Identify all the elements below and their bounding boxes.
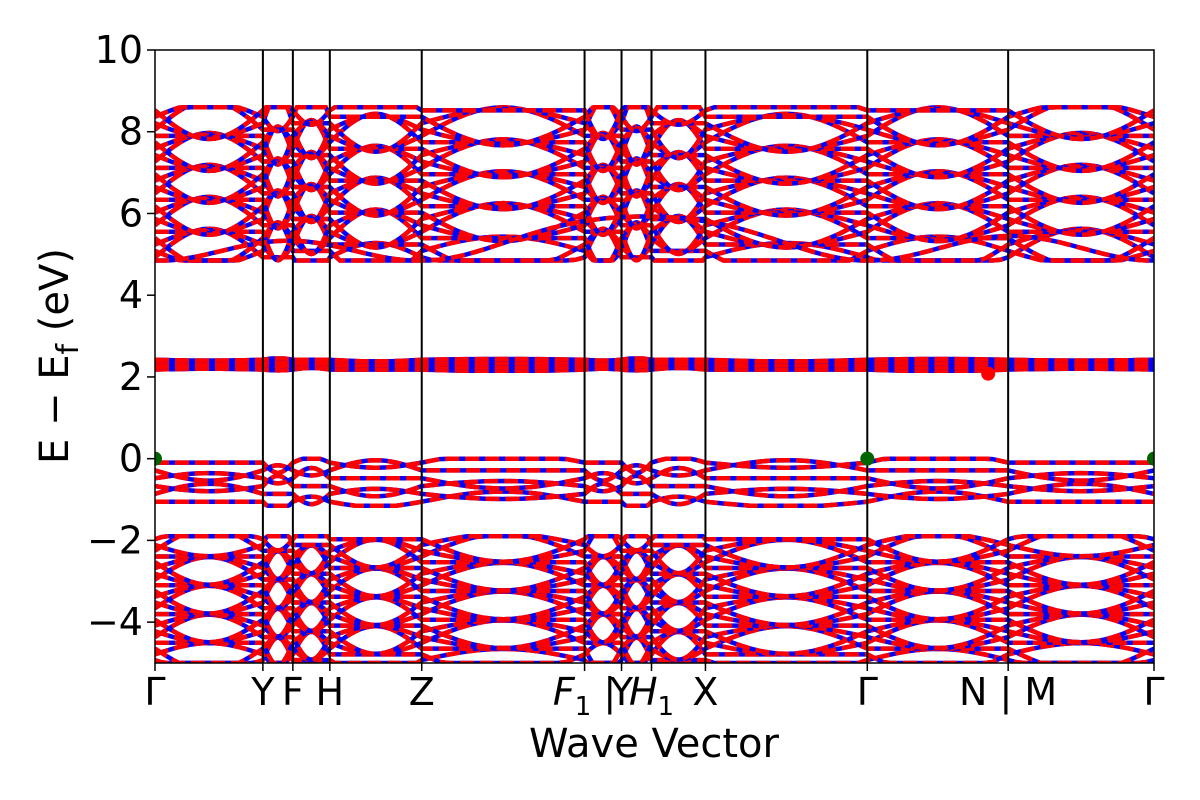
band-line-down	[155, 595, 1154, 645]
x-tick-label: X	[692, 670, 718, 714]
x-tick-label: Y	[250, 670, 275, 714]
band-line-down	[155, 188, 1154, 250]
band-line-down	[155, 104, 1154, 148]
y-tick-label: −2	[87, 518, 143, 562]
band-line-down	[155, 566, 1154, 616]
band-line-up	[155, 465, 1154, 491]
band-line-up	[155, 207, 1154, 263]
x-tick-label: Γ	[144, 670, 165, 714]
band-line-down	[155, 111, 1154, 174]
y-tick-label: −4	[87, 600, 143, 644]
plot-frame	[154, 49, 1155, 664]
y-ticks: −4 −2 0 2 4 6 8 10	[87, 28, 155, 644]
band-line-down	[155, 612, 1154, 662]
band-line-down	[155, 606, 1154, 657]
band-lines	[155, 104, 1154, 663]
y-axis-label-sub: f	[51, 342, 86, 354]
x-tick-label: Z	[409, 670, 435, 714]
x-tick-label: N | M	[959, 670, 1057, 715]
band-line-down	[155, 534, 1154, 570]
band-line-down	[155, 534, 1154, 564]
band-line-down	[155, 481, 1154, 507]
vbm-marker	[155, 451, 162, 466]
y-axis-label-main: E − E	[32, 354, 78, 464]
x-tick-label: H	[316, 670, 345, 714]
y-tick-label: 8	[119, 110, 143, 154]
kpoint-lines	[261, 50, 1010, 663]
vbm-marker	[1147, 451, 1154, 466]
y-tick-label: 6	[119, 191, 143, 235]
extrema-markers	[155, 366, 1154, 466]
x-tick-label: F1 |	[553, 670, 616, 722]
band-line-down	[155, 623, 1154, 663]
band-line-up	[155, 456, 1154, 476]
y-tick-label: 2	[119, 355, 143, 399]
cbm-marker	[981, 366, 996, 381]
band-line-down	[155, 156, 1154, 218]
x-tick-label: Y	[609, 670, 634, 714]
band-line-down	[155, 583, 1154, 634]
x-tick-label: F	[282, 670, 304, 714]
band-line-down	[155, 549, 1154, 599]
y-tick-label: 0	[119, 437, 143, 481]
vbm-marker	[860, 451, 875, 466]
band-line-down	[155, 175, 1154, 238]
x-axis-label: Wave Vector	[529, 721, 780, 767]
x-tick-label: Γ	[857, 670, 878, 714]
band-line-down	[155, 554, 1154, 605]
band-line-down	[155, 104, 1154, 142]
band-line-down	[155, 537, 1154, 587]
band-line-down	[155, 457, 1154, 483]
band-line-down	[155, 124, 1154, 186]
band-line-down	[155, 104, 1154, 161]
cb-minimum-down	[155, 214, 1154, 263]
x-tick-label: Γ	[1143, 670, 1164, 714]
band-line-down	[155, 356, 1154, 364]
band-line-down	[155, 577, 1154, 628]
y-axis-label-unit: (eV)	[32, 248, 78, 344]
y-tick-label: 10	[95, 28, 143, 72]
y-axis-label: E − Ef (eV)	[32, 248, 86, 464]
x-tick-label: H1	[629, 670, 674, 722]
band-line-down	[155, 143, 1154, 206]
y-tick-label: 4	[119, 273, 143, 317]
band-line-down	[155, 360, 1154, 369]
